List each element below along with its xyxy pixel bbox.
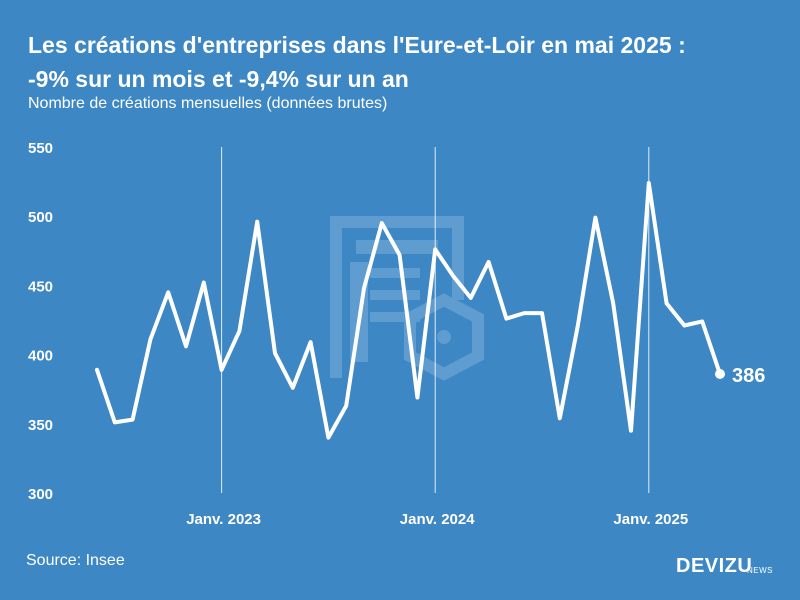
series-line (95, 181, 722, 440)
y-axis: 300 350 400 450 500 550 (28, 140, 53, 503)
chart-grid (221, 147, 650, 493)
x-tick-label: Janv. 2025 (613, 511, 688, 528)
last-point-marker (715, 368, 725, 379)
watermark-hexagon (404, 293, 484, 381)
x-axis: Janv. 2023 Janv. 2024 Janv. 2025 (186, 511, 688, 528)
y-tick-label: 350 (28, 417, 53, 434)
y-tick-label: 550 (28, 140, 53, 157)
y-tick-label: 300 (28, 486, 53, 503)
x-tick-label: Janv. 2024 (400, 511, 475, 528)
chart-series: 386 (95, 181, 765, 440)
y-tick-label: 500 (28, 209, 53, 226)
brand-logo: DEVIZU (676, 555, 753, 577)
brand-logo-suffix: NEWS (747, 566, 773, 575)
y-tick-label: 450 (28, 278, 53, 295)
chart-subtitle: Nombre de créations mensuelles (données … (28, 95, 388, 112)
chart-title-line1: Les créations d'entreprises dans l'Eure-… (28, 32, 686, 58)
watermark-frame (330, 216, 464, 378)
watermark-dot (437, 330, 451, 344)
watermark-line (370, 312, 420, 322)
last-value-label: 386 (732, 365, 765, 387)
x-tick-label: Janv. 2023 (186, 511, 261, 528)
chart-title: Les créations d'entreprises dans l'Eure-… (28, 28, 788, 96)
watermark-line (370, 268, 420, 278)
source-label: Source: Insee (26, 552, 125, 569)
y-tick-label: 400 (28, 348, 53, 365)
watermark-line (370, 290, 420, 300)
chart-title-line2: -9% sur un mois et -9,4% sur un an (28, 66, 409, 92)
